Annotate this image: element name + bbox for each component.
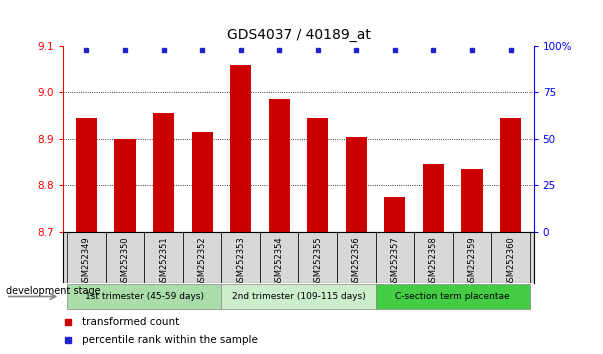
Bar xyxy=(414,232,453,283)
Text: development stage: development stage xyxy=(6,286,101,296)
Text: GSM252359: GSM252359 xyxy=(467,236,476,287)
Bar xyxy=(453,232,491,283)
Text: GSM252352: GSM252352 xyxy=(198,236,207,287)
Text: C-section term placentae: C-section term placentae xyxy=(396,292,510,301)
Bar xyxy=(106,232,144,283)
Bar xyxy=(153,113,174,232)
Bar xyxy=(67,284,221,309)
Bar xyxy=(144,232,183,283)
Bar xyxy=(423,165,444,232)
Bar xyxy=(337,232,376,283)
Bar xyxy=(230,64,251,232)
Bar xyxy=(268,99,290,232)
Bar xyxy=(192,132,213,232)
Bar xyxy=(376,232,414,283)
Text: GSM252358: GSM252358 xyxy=(429,236,438,287)
Bar xyxy=(491,232,530,283)
Bar xyxy=(67,232,106,283)
Text: GSM252351: GSM252351 xyxy=(159,236,168,287)
Bar xyxy=(376,284,530,309)
Text: transformed count: transformed count xyxy=(82,318,179,327)
Text: GSM252357: GSM252357 xyxy=(390,236,399,287)
Bar xyxy=(461,169,482,232)
Text: percentile rank within the sample: percentile rank within the sample xyxy=(82,335,258,344)
Text: GSM252349: GSM252349 xyxy=(82,236,91,287)
Title: GDS4037 / 40189_at: GDS4037 / 40189_at xyxy=(227,28,370,42)
Text: GSM252356: GSM252356 xyxy=(352,236,361,287)
Bar xyxy=(76,118,97,232)
Text: 2nd trimester (109-115 days): 2nd trimester (109-115 days) xyxy=(232,292,365,301)
Bar xyxy=(183,232,221,283)
Text: GSM252355: GSM252355 xyxy=(314,236,322,287)
Bar xyxy=(221,232,260,283)
Bar xyxy=(384,197,405,232)
Bar xyxy=(298,232,337,283)
Text: GSM252350: GSM252350 xyxy=(121,236,130,287)
Bar xyxy=(307,118,329,232)
Bar xyxy=(346,137,367,232)
Bar xyxy=(260,232,298,283)
Text: GSM252360: GSM252360 xyxy=(506,236,515,287)
Bar xyxy=(500,118,521,232)
Bar xyxy=(221,284,376,309)
Text: GSM252353: GSM252353 xyxy=(236,236,245,287)
Bar xyxy=(115,139,136,232)
Text: 1st trimester (45-59 days): 1st trimester (45-59 days) xyxy=(85,292,204,301)
Text: GSM252354: GSM252354 xyxy=(275,236,283,287)
